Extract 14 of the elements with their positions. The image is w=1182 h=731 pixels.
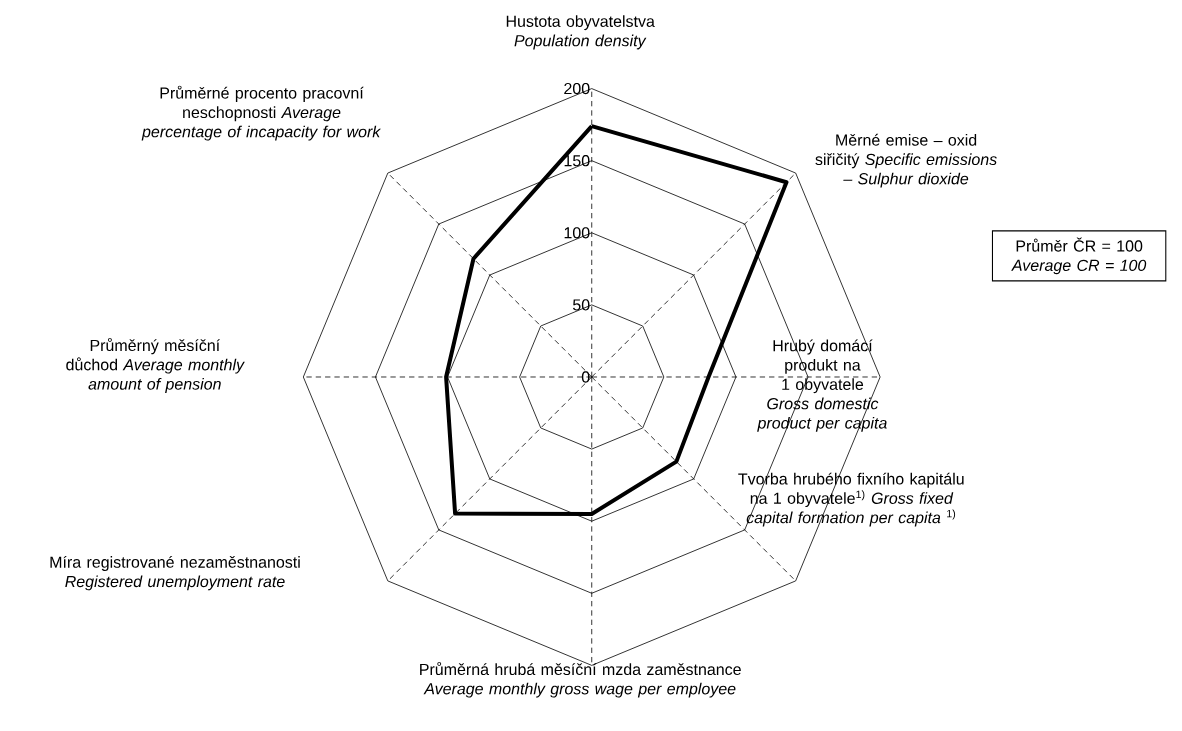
spoke-label: Měrné emise – oxid siřičitý Specific emissions – Sulphur dioxide	[815, 133, 997, 188]
y-tick-label: 150	[564, 155, 590, 167]
y-tick-label: 0	[581, 371, 590, 383]
spoke-label: Tvorba hrubého fixního kapitálu na 1 obyvatele$^{1)}$ Gross fixed capital formation per capita $^{1)}$	[738, 472, 964, 527]
y-tick-label: 50	[572, 299, 590, 311]
spoke-label: Míra registrované nezaměstnanosti Registered unemployment rate	[50, 555, 300, 591]
spoke-label: Hustota obyvatelstva Population density	[506, 15, 655, 50]
spoke-label: Průměrné procento pracovní neschopnosti Average percentage of incapacity for work	[141, 85, 381, 141]
y-tick-label: 200	[564, 82, 590, 95]
y-tick-label: 100	[564, 227, 590, 239]
spoke-label: Průměrná hrubá měsíční mzda zaměstnance Average monthly gross wage per employee	[420, 662, 741, 698]
spoke-label: Hrubý domácí produkt na 1 obyvatele Gross domestic product per capita	[757, 339, 887, 432]
text: Průměr ČR = 100 Average CR = 100	[1011, 237, 1147, 275]
spoke-label: Průměrný měsíční důchod Average monthly amount of pension	[66, 338, 245, 393]
